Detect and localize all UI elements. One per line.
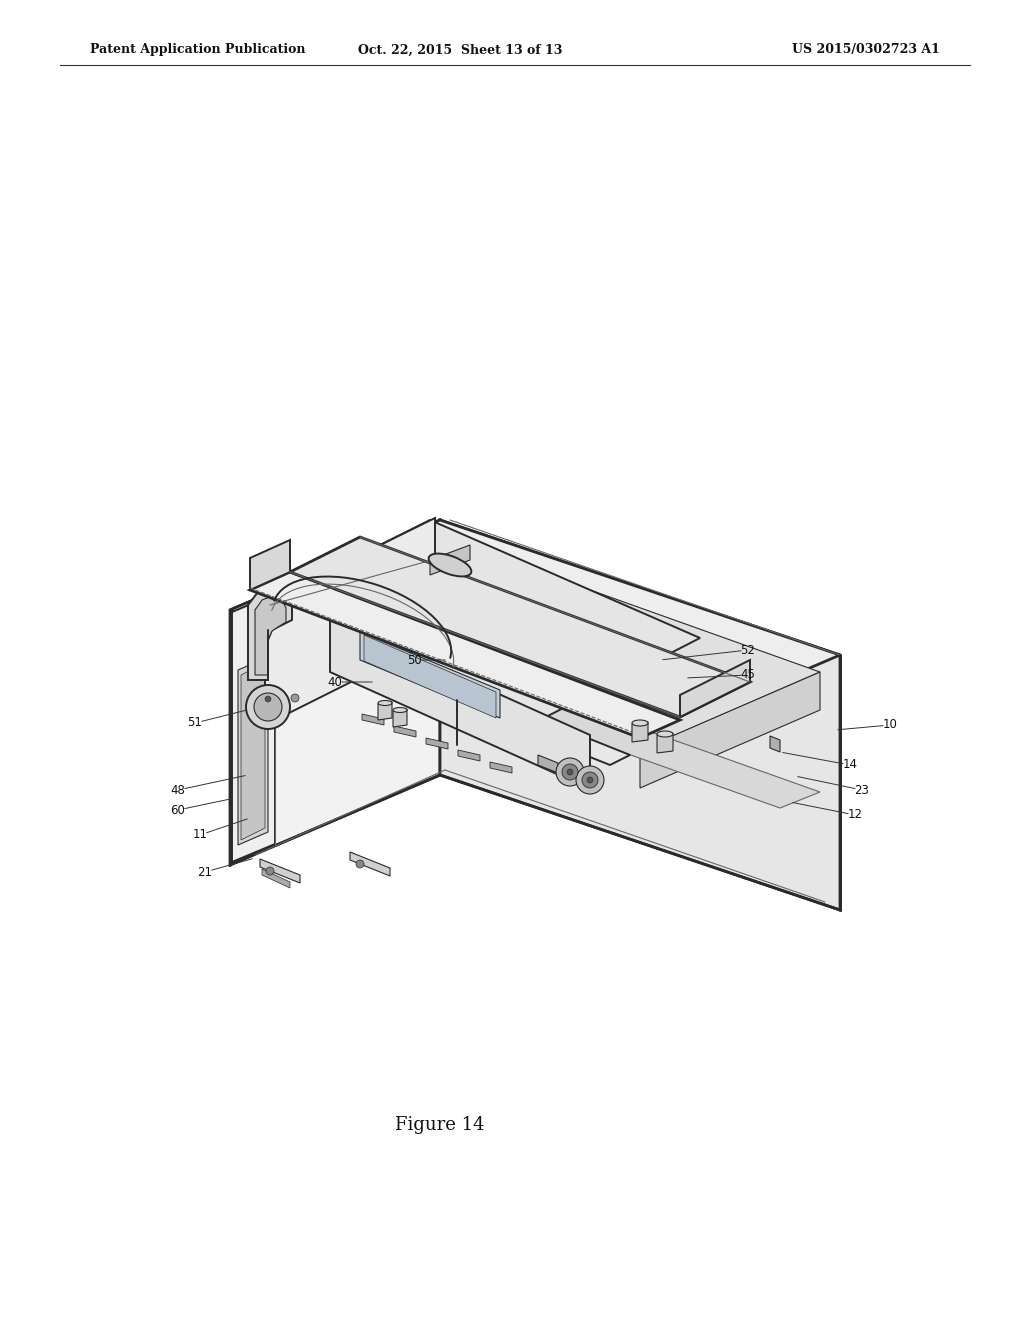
Polygon shape	[350, 851, 390, 876]
Polygon shape	[241, 663, 265, 840]
Text: 60: 60	[171, 804, 185, 817]
Polygon shape	[270, 520, 700, 719]
Polygon shape	[238, 657, 268, 845]
Polygon shape	[657, 733, 673, 752]
Polygon shape	[458, 750, 480, 762]
Polygon shape	[490, 762, 512, 774]
Polygon shape	[362, 714, 384, 725]
Circle shape	[562, 764, 578, 780]
Circle shape	[556, 758, 584, 785]
Text: 12: 12	[848, 808, 862, 821]
Polygon shape	[232, 594, 275, 862]
Polygon shape	[400, 657, 820, 808]
Polygon shape	[265, 517, 435, 725]
Ellipse shape	[632, 719, 648, 726]
Text: Oct. 22, 2015  Sheet 13 of 13: Oct. 22, 2015 Sheet 13 of 13	[357, 44, 562, 57]
Text: 48: 48	[171, 784, 185, 796]
Text: 50: 50	[408, 653, 422, 667]
Polygon shape	[230, 520, 840, 744]
Polygon shape	[330, 618, 590, 789]
Polygon shape	[255, 540, 450, 665]
Polygon shape	[680, 660, 750, 717]
Circle shape	[356, 861, 364, 869]
Polygon shape	[426, 738, 449, 748]
Circle shape	[587, 777, 593, 783]
Polygon shape	[632, 722, 648, 742]
Text: 11: 11	[193, 829, 208, 842]
Polygon shape	[430, 545, 470, 576]
Ellipse shape	[378, 701, 392, 705]
Text: 51: 51	[187, 717, 203, 730]
Polygon shape	[770, 737, 780, 752]
Circle shape	[266, 867, 274, 875]
Polygon shape	[248, 587, 292, 680]
Polygon shape	[640, 672, 820, 788]
Text: US 2015/0302723 A1: US 2015/0302723 A1	[793, 44, 940, 57]
Text: 21: 21	[198, 866, 213, 879]
Polygon shape	[250, 572, 680, 738]
Text: 14: 14	[843, 759, 857, 771]
Ellipse shape	[657, 731, 673, 737]
Polygon shape	[255, 540, 820, 756]
Circle shape	[265, 696, 271, 702]
Text: 23: 23	[855, 784, 869, 796]
Polygon shape	[378, 702, 392, 719]
Polygon shape	[260, 859, 300, 883]
Circle shape	[575, 766, 604, 795]
Text: 52: 52	[740, 644, 756, 656]
Text: 40: 40	[328, 676, 342, 689]
Polygon shape	[290, 537, 750, 717]
Polygon shape	[262, 869, 290, 888]
Polygon shape	[250, 540, 290, 590]
Polygon shape	[394, 726, 416, 737]
Text: Patent Application Publication: Patent Application Publication	[90, 44, 305, 57]
Polygon shape	[255, 597, 286, 675]
Polygon shape	[260, 615, 630, 766]
Circle shape	[246, 685, 290, 729]
Polygon shape	[360, 632, 500, 718]
Polygon shape	[230, 520, 440, 865]
Polygon shape	[364, 635, 496, 718]
Text: 45: 45	[740, 668, 756, 681]
Ellipse shape	[393, 708, 407, 713]
Circle shape	[582, 772, 598, 788]
Text: 10: 10	[883, 718, 897, 731]
Polygon shape	[538, 755, 558, 774]
Text: Figure 14: Figure 14	[395, 1115, 484, 1134]
Polygon shape	[440, 520, 840, 909]
Ellipse shape	[429, 553, 471, 577]
Polygon shape	[393, 709, 407, 727]
Circle shape	[254, 693, 282, 721]
Polygon shape	[618, 667, 660, 722]
Circle shape	[567, 770, 573, 775]
Circle shape	[291, 694, 299, 702]
